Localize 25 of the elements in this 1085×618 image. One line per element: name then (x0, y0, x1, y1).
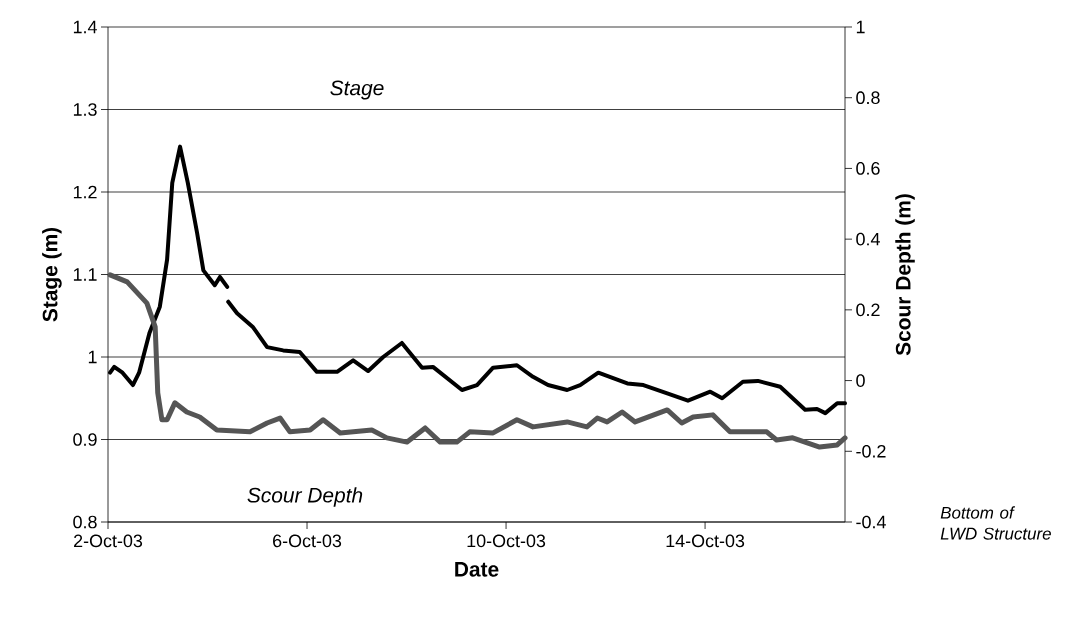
y2-tick-label: 0.8 (856, 91, 880, 105)
annotation: Scour Depth (247, 487, 363, 507)
y-tick-label: 1.3 (73, 103, 97, 116)
y-tick-label: 1.2 (73, 185, 97, 199)
x-tick-label: 14-Oct-03 (666, 534, 745, 548)
y-tick-label: 1 (88, 350, 97, 364)
y-tick-label: 1.4 (73, 20, 97, 34)
y2-tick-label: -0.4 (856, 515, 886, 529)
y2-tick-label: 0.2 (856, 303, 880, 317)
x-tick-label: 2-Oct-03 (74, 534, 143, 548)
annotation: Stage (330, 80, 384, 100)
text: Bottom of LWD Structure (940, 506, 1051, 540)
y2-tick-label: 0.6 (856, 162, 880, 175)
y-tick-label: 1.1 (73, 268, 97, 281)
y-tick-label: 0.8 (73, 515, 97, 529)
y2-tick-label: 0.4 (856, 232, 880, 246)
y2-tick-label: 1 (856, 20, 865, 34)
y2-tick-label: 0 (856, 374, 865, 387)
x-tick-label: 6-Oct-03 (273, 534, 342, 548)
y-axis-title: Stage (m) (42, 227, 62, 322)
x-axis-title: Date (455, 562, 499, 577)
y2-tick-label: -0.2 (856, 444, 886, 458)
y2-axis-title: Scour Depth (m) (895, 194, 915, 356)
x-tick-label: 10-Oct-03 (467, 534, 546, 548)
y-tick-label: 0.9 (73, 433, 97, 446)
